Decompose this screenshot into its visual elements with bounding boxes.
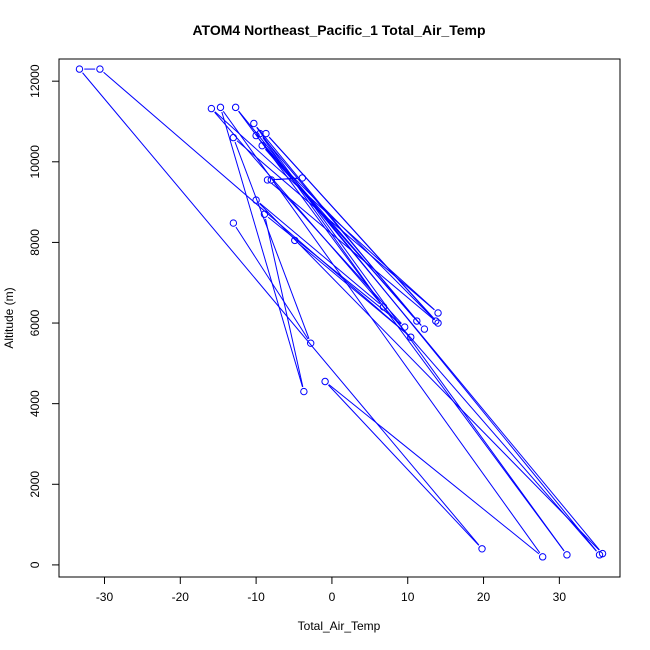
- y-tick-label: 10000: [28, 145, 42, 179]
- series-line-segment: [82, 72, 480, 546]
- data-point: [407, 333, 415, 341]
- x-tick-label: -10: [247, 590, 265, 604]
- y-tick-label: 12000: [28, 64, 42, 98]
- data-point: [252, 196, 260, 204]
- series-line-segment: [221, 111, 303, 388]
- data-point: [434, 309, 442, 317]
- data-point: [434, 319, 442, 327]
- data-point: [229, 219, 238, 227]
- data-point: [262, 129, 270, 138]
- y-tick-label: 0: [28, 561, 42, 568]
- data-point: [538, 553, 547, 561]
- x-tick-label: 20: [477, 590, 491, 604]
- data-point: [96, 65, 104, 73]
- chart-title: ATOM4 Northeast_Pacific_1 Total_Air_Temp: [192, 22, 485, 38]
- series-line-segment: [274, 183, 402, 324]
- data-point: [298, 174, 307, 182]
- data-point: [400, 323, 409, 331]
- data-point: [216, 103, 225, 112]
- data-point: [563, 551, 571, 559]
- x-axis: -30 -20 -10 0 10 20 30: [96, 576, 567, 604]
- series-line-segment: [259, 203, 600, 551]
- data-point: [432, 317, 440, 325]
- series-line-segment: [328, 384, 540, 555]
- data-point: [379, 303, 388, 311]
- data-point: [250, 119, 258, 128]
- data-point: [231, 103, 240, 112]
- data-point: [478, 545, 486, 553]
- data-point: [207, 104, 216, 113]
- x-tick-label: 30: [553, 590, 567, 604]
- series-layer: [75, 65, 607, 561]
- series-line-segment: [298, 243, 408, 335]
- series-line-segment: [265, 148, 433, 318]
- series-line-segment: [236, 140, 435, 311]
- data-point: [306, 339, 315, 347]
- x-axis-label: Total_Air_Temp: [298, 619, 381, 633]
- data-point: [267, 176, 275, 184]
- y-tick-label: 6000: [28, 309, 42, 336]
- y-axis-label: Altitude (m): [2, 287, 16, 348]
- data-point: [598, 549, 607, 558]
- data-point: [258, 141, 266, 150]
- data-point: [291, 236, 299, 245]
- series-line-segment: [276, 177, 298, 181]
- data-point: [300, 387, 308, 396]
- series-line-segment: [265, 218, 304, 387]
- series-line-segment: [262, 137, 382, 304]
- x-tick-label: -20: [172, 590, 190, 604]
- series-line-segment: [268, 136, 436, 320]
- data-point: [413, 317, 421, 325]
- y-axis: 0 2000 4000 6000 8000 10000 12000: [28, 64, 60, 568]
- y-tick-label: 4000: [28, 390, 42, 417]
- x-tick-label: -30: [96, 590, 114, 604]
- data-point: [252, 131, 260, 140]
- series-line-segment: [258, 138, 600, 551]
- series-line-segment: [234, 141, 310, 339]
- series-line-segment: [259, 202, 381, 305]
- data-point: [263, 176, 272, 184]
- series-line-segment: [328, 384, 480, 546]
- series-line-segment: [262, 136, 422, 326]
- data-point: [260, 210, 269, 218]
- series-line-segment: [267, 216, 402, 325]
- data-point: [75, 65, 84, 73]
- y-tick-label: 8000: [28, 229, 42, 256]
- series-line-segment: [222, 110, 541, 554]
- data-point: [229, 133, 238, 142]
- x-tick-label: 10: [401, 590, 415, 604]
- series-line-segment: [270, 182, 435, 321]
- x-tick-label: 0: [329, 590, 336, 604]
- data-point: [420, 325, 429, 333]
- data-point: [321, 377, 329, 386]
- y-tick-label: 2000: [28, 471, 42, 498]
- series-line-segment: [238, 110, 565, 552]
